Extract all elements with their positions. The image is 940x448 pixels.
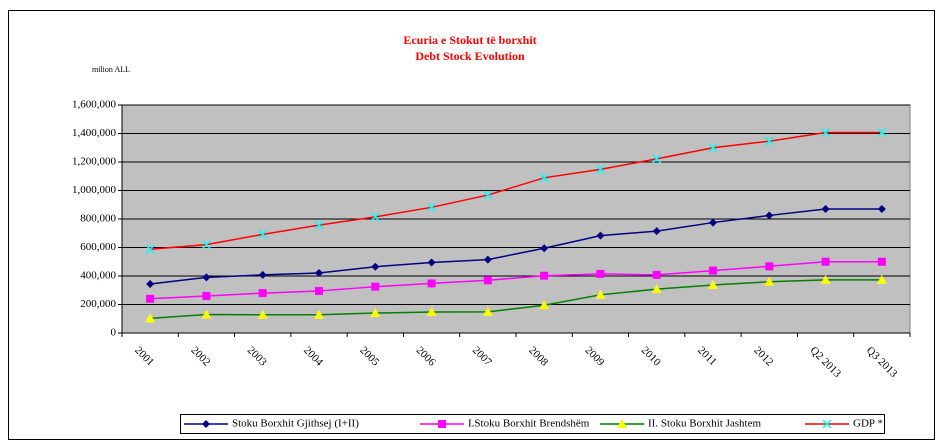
marker (595, 289, 606, 299)
marker (821, 257, 830, 266)
y-tick-label: 1,200,000 (72, 156, 117, 168)
chart-title: Ecuria e Stokut të borxhit (403, 33, 536, 47)
legend-label: Stoku Borxhit Gjithsej (I+II) (232, 418, 359, 430)
marker (482, 306, 493, 316)
marker (822, 419, 832, 429)
marker (371, 282, 380, 291)
series-line (150, 261, 882, 300)
marker (595, 164, 605, 174)
marker (257, 309, 268, 319)
y-axis-label: milion ALL (92, 65, 130, 74)
chart-subtitle: Debt Stock Evolution (415, 49, 525, 63)
y-tick-label: 1,600,000 (72, 99, 117, 111)
legend-label: GDP * (853, 418, 883, 430)
marker (438, 420, 446, 428)
marker (315, 286, 323, 295)
marker (596, 231, 605, 240)
marker (539, 300, 550, 310)
marker (709, 266, 717, 275)
marker (877, 127, 887, 138)
marker (370, 308, 381, 318)
marker (426, 307, 437, 317)
marker (258, 229, 268, 239)
marker (821, 127, 831, 138)
marker (709, 218, 717, 227)
marker (145, 244, 155, 254)
marker (483, 276, 492, 285)
y-tick-label: 0 (111, 327, 117, 339)
marker (371, 262, 380, 271)
marker (258, 270, 267, 279)
marker (427, 279, 436, 288)
marker (202, 273, 211, 282)
marker (651, 284, 662, 294)
marker (876, 274, 887, 284)
marker (146, 294, 155, 303)
marker (708, 143, 718, 153)
marker (201, 240, 211, 250)
legend-label: II. Stoku Borxhit Jashtem (648, 418, 761, 430)
marker (596, 269, 605, 278)
marker (821, 205, 830, 214)
series-line (150, 131, 882, 250)
marker (315, 269, 323, 278)
marker (877, 205, 886, 214)
series-line (150, 208, 882, 285)
marker (617, 419, 627, 428)
marker (145, 313, 156, 323)
marker (652, 154, 662, 164)
marker (314, 309, 324, 319)
marker (483, 190, 493, 200)
marker (370, 212, 380, 222)
y-tick-label: 400,000 (80, 270, 116, 282)
marker (540, 271, 549, 280)
marker (764, 276, 775, 286)
marker (764, 136, 774, 146)
y-tick-label: 1,400,000 (72, 127, 117, 139)
marker (540, 244, 549, 253)
marker (708, 279, 718, 289)
marker (202, 420, 210, 428)
marker (314, 220, 324, 230)
marker (765, 211, 774, 220)
marker (820, 274, 831, 284)
marker (146, 279, 155, 288)
y-tick-label: 1,000,000 (72, 184, 117, 196)
marker (258, 289, 267, 298)
marker (483, 255, 492, 264)
marker (427, 258, 436, 267)
marker (201, 309, 212, 319)
legend-box (180, 414, 885, 434)
y-tick-label: 200,000 (80, 298, 116, 310)
marker (652, 270, 661, 279)
marker (202, 291, 211, 300)
marker (877, 257, 886, 266)
marker (539, 173, 549, 183)
series-line (150, 279, 882, 320)
y-tick-label: 600,000 (80, 241, 116, 253)
legend-label: I.Stoku Borxhit Brendshëm (468, 418, 590, 430)
marker (652, 227, 661, 236)
marker (427, 202, 437, 212)
marker (765, 262, 774, 271)
y-tick-label: 800,000 (80, 213, 116, 225)
